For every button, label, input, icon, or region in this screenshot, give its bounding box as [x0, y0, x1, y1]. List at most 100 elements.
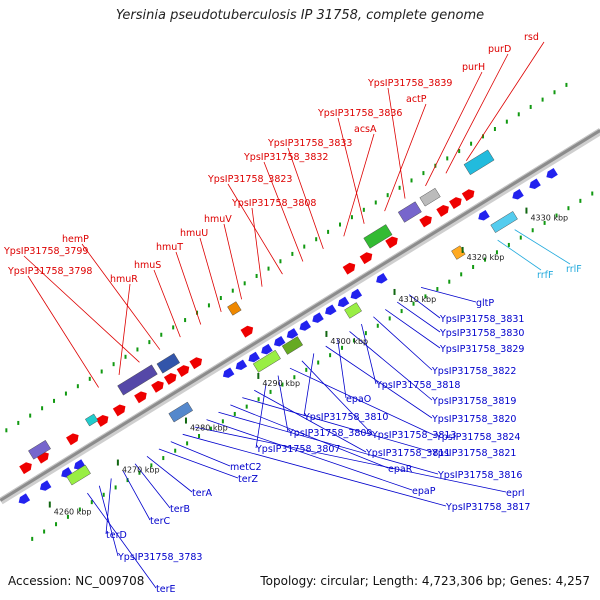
gene-label: eprI	[506, 488, 525, 499]
gene-label: terB	[170, 504, 190, 515]
gc-tick	[507, 242, 510, 247]
gc-tick	[255, 273, 258, 278]
gc-tick	[138, 470, 141, 475]
feature-track-layer	[5, 82, 594, 541]
gc-tick	[102, 492, 105, 497]
label-leader-lines	[23, 41, 571, 589]
gc-tick	[424, 294, 427, 299]
reverse-gene-arrow	[248, 351, 260, 363]
leader-line	[182, 433, 447, 507]
leader-line	[230, 404, 389, 469]
reverse-gene-arrow	[18, 493, 31, 504]
gene-label: hmuU	[180, 228, 208, 239]
gene-block	[85, 413, 99, 427]
forward-gene-arrow	[461, 189, 475, 202]
forward-gene-arrow	[19, 462, 32, 475]
gc-tick	[410, 178, 413, 183]
gc-tick	[207, 303, 210, 308]
gc-tick	[541, 97, 544, 102]
gc-tick	[160, 332, 163, 337]
gene-label: hemP	[62, 234, 89, 245]
reverse-gene-arrow	[299, 320, 311, 331]
leader-line	[98, 485, 119, 557]
gene-block	[156, 353, 180, 374]
leader-line	[420, 286, 477, 303]
gc-tick	[209, 426, 212, 431]
leader-line	[361, 323, 377, 385]
gc-tick	[436, 287, 439, 292]
leader-line	[349, 331, 433, 401]
leader-line	[408, 294, 441, 319]
gc-tick	[362, 207, 365, 212]
gene-label: epaR	[388, 464, 413, 475]
gene-label: rrlF	[566, 264, 582, 275]
gc-tick	[412, 301, 415, 306]
scale-tick-label: 4280 kbp	[190, 424, 228, 433]
leader-line	[146, 456, 193, 493]
scale-ticks: 4260 kbp 4270 kbp 4280 kbp 4290 kbp 4300 kbp…	[48, 207, 568, 517]
gc-tick	[245, 404, 248, 409]
gene-block	[397, 201, 422, 223]
gc-tick	[112, 362, 115, 367]
gc-tick	[150, 463, 153, 468]
leader-line	[153, 269, 181, 338]
leader-line	[105, 478, 112, 535]
reverse-gene-arrow	[286, 328, 299, 339]
gc-tick	[329, 353, 332, 358]
scale-tick-label: 4310 kbp	[399, 295, 437, 304]
forward-gene-arrow	[151, 380, 164, 393]
reverse-gene-arrow	[312, 312, 324, 323]
scale-tick-label: 4270 kbp	[122, 466, 160, 475]
forward-gene-arrow	[95, 414, 109, 427]
scale-tick-label: 4320 kbp	[467, 253, 505, 262]
leader-line	[303, 353, 315, 417]
gene-block	[28, 440, 51, 460]
gene-label: YpsIP31758_3799	[3, 246, 88, 257]
gc-tick	[293, 375, 296, 380]
gene-label: YpsIP31758_3822	[431, 366, 516, 377]
gc-tick	[553, 90, 556, 95]
forward-gene-arrow	[112, 404, 126, 417]
gene-label: YpsIP31758_3833	[267, 138, 352, 149]
leader-line	[425, 71, 483, 187]
leader-line	[27, 275, 99, 388]
leader-line	[373, 316, 433, 371]
leader-line	[122, 470, 151, 521]
gc-tick	[148, 340, 151, 345]
leader-line	[134, 463, 171, 509]
gc-tick	[5, 428, 8, 433]
scale-tick-label: 4300 kbp	[330, 337, 368, 346]
gene-block	[344, 302, 362, 319]
leader-line	[384, 103, 427, 212]
gc-tick	[90, 500, 93, 505]
gc-tick	[519, 235, 522, 240]
leader-line	[385, 309, 441, 349]
gc-tick	[243, 281, 246, 286]
gc-tick	[529, 104, 532, 109]
gene-label: YpsIP31758_3832	[243, 152, 328, 163]
reverse-gene-arrow	[222, 367, 235, 378]
scale-tick-label: 4330 kbp	[530, 214, 568, 223]
gc-tick	[233, 411, 236, 416]
gene-label: actP	[406, 94, 427, 105]
gene-label: YpsIP31758_3798	[7, 266, 92, 277]
gc-tick	[448, 279, 451, 284]
leader-line	[87, 492, 157, 589]
gc-tick	[555, 213, 558, 218]
backbone-highlight	[0, 128, 600, 499]
leader-line	[465, 41, 545, 161]
gc-tick	[29, 413, 32, 418]
gene-label: YpsIP31758_3813	[371, 430, 456, 441]
gc-tick	[41, 406, 44, 411]
gc-tick	[114, 485, 117, 490]
leader-line	[497, 239, 542, 271]
leader-line	[227, 183, 283, 275]
gc-tick	[422, 171, 425, 176]
gene-label: terE	[156, 584, 175, 595]
gene-label: terZ	[238, 474, 258, 485]
forward-gene-arrow	[240, 325, 254, 338]
gene-label: hmuS	[134, 260, 161, 271]
reverse-gene-arrow	[261, 343, 273, 355]
gc-tick	[184, 318, 187, 323]
